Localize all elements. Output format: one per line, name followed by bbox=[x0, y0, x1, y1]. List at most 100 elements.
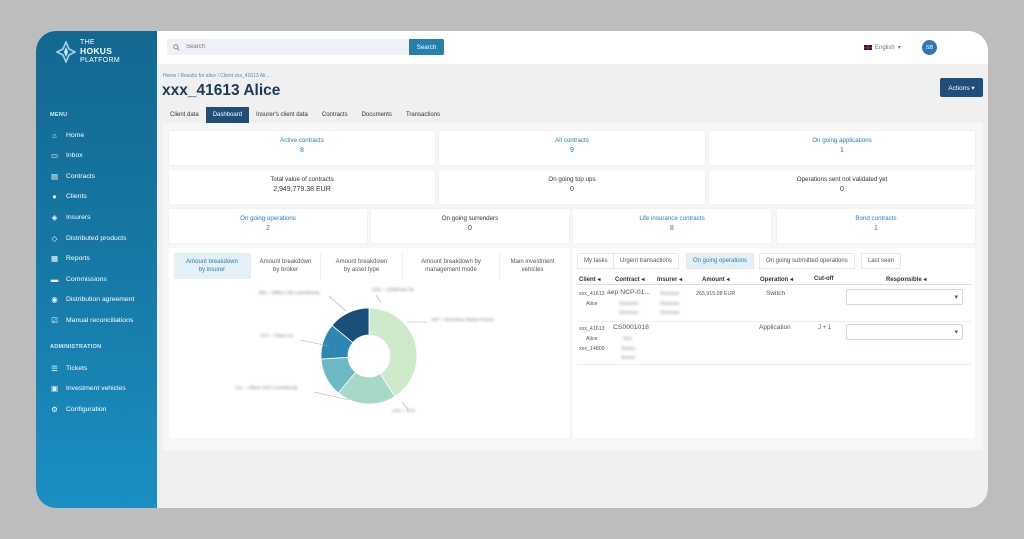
responsible-select[interactable] bbox=[846, 324, 963, 340]
responsible-select[interactable] bbox=[846, 289, 963, 305]
tab-breakdown-asset-type[interactable]: Amount breakdown by asset type bbox=[321, 253, 403, 279]
column-header-contract[interactable]: Contract ◂ bbox=[615, 276, 644, 283]
chart-label: BKL – Bbbnn Kik Luxembourg bbox=[259, 290, 320, 295]
file-icon: ▦ bbox=[50, 253, 59, 263]
ongoing-operations-card[interactable]: On going operations 2 bbox=[169, 209, 367, 243]
actions-button[interactable]: Actions ▾ bbox=[940, 78, 983, 97]
stat-value: 1 bbox=[840, 147, 844, 154]
tab-breakdown-broker[interactable]: Amount breakdown by broker bbox=[251, 253, 321, 279]
column-label: Responsible bbox=[886, 277, 922, 283]
column-header-client[interactable]: Client ◂ bbox=[579, 276, 600, 283]
sidebar-item-inbox[interactable]: ▭ Inbox bbox=[50, 148, 153, 162]
donut-slice-4[interactable] bbox=[331, 307, 370, 344]
tab-dashboard[interactable]: Dashboard bbox=[205, 107, 250, 123]
uk-flag-icon bbox=[864, 45, 872, 50]
sidebar-item-contracts[interactable]: ▤ Contracts bbox=[50, 169, 153, 183]
label-leader-0 bbox=[375, 294, 382, 304]
comment-icon: ◉ bbox=[51, 294, 58, 304]
logo-line2: HOKUS bbox=[80, 46, 113, 56]
chart-label: SSG – CbWPrest Sk bbox=[372, 287, 414, 292]
stat-value: 9 bbox=[570, 147, 574, 154]
cell-amount: 265,915.08 EUR bbox=[696, 291, 736, 297]
breadcrumb-home[interactable]: Home bbox=[163, 73, 177, 79]
stat-label: Active contracts bbox=[280, 137, 324, 144]
tab-line: by insurer bbox=[198, 267, 226, 273]
language-selector[interactable]: English ▾ bbox=[864, 44, 901, 51]
active-contracts-card[interactable]: Active contracts 8 bbox=[169, 131, 435, 165]
divider bbox=[577, 321, 971, 322]
sidebar-item-clients[interactable]: ● Clients bbox=[50, 189, 153, 203]
tab-last-seen[interactable]: Last seen bbox=[861, 253, 902, 269]
ongoing-applications-card[interactable]: On going applications 1 bbox=[709, 131, 975, 165]
breadcrumb-results[interactable]: Results for alice bbox=[180, 73, 217, 79]
search-input[interactable] bbox=[186, 44, 386, 50]
logo-line1: THE bbox=[80, 39, 95, 46]
logo-icon bbox=[56, 41, 76, 63]
sort-icon: ◂ bbox=[597, 277, 601, 283]
stat-value: 8 bbox=[300, 147, 304, 154]
search-button[interactable]: Search bbox=[409, 39, 444, 55]
sort-icon: ◂ bbox=[790, 277, 794, 283]
column-header-amount[interactable]: Amount ◂ bbox=[702, 276, 729, 283]
bond-contracts-card[interactable]: Bond contracts 1 bbox=[777, 209, 975, 243]
tab-main-investment-vehicles[interactable]: Main investment vehicles bbox=[500, 253, 565, 279]
life-insurance-contracts-card[interactable]: Life insurance contracts 8 bbox=[573, 209, 771, 243]
column-header-operation[interactable]: Operation ◂ bbox=[760, 276, 793, 283]
tab-line: Amount breakdown by bbox=[421, 259, 481, 265]
home-icon: ⌂ bbox=[52, 130, 57, 140]
tab-client-data[interactable]: Client data bbox=[170, 112, 199, 118]
label-leader-4 bbox=[299, 339, 330, 347]
sidebar-item-label: Inbox bbox=[66, 151, 83, 159]
contract-link[interactable]: aep NCP-01... bbox=[607, 289, 651, 296]
sidebar-item-home[interactable]: ⌂ Home bbox=[50, 128, 153, 142]
sidebar-item-insurers[interactable]: ◈ Insurers bbox=[50, 210, 153, 224]
inbox-icon: ▭ bbox=[50, 150, 59, 160]
actions-label: Actions bbox=[948, 84, 970, 92]
money-icon: ▬ bbox=[50, 274, 59, 284]
tab-contracts[interactable]: Contracts bbox=[321, 112, 348, 118]
tab-urgent-transactions[interactable]: Urgent transactions bbox=[613, 253, 680, 269]
sidebar-item-configuration[interactable]: ⚙ Configuration bbox=[50, 402, 153, 416]
tab-transactions[interactable]: Transactions bbox=[405, 112, 441, 118]
cube-icon: ◇ bbox=[51, 233, 58, 243]
sidebar-item-distributed-products[interactable]: ◇ Distributed products bbox=[50, 231, 153, 245]
tab-documents[interactable]: Documents bbox=[361, 112, 392, 118]
column-label: Operation bbox=[760, 277, 789, 283]
column-header-responsible[interactable]: Responsible ◂ bbox=[886, 276, 926, 283]
tab-insurers-client-data[interactable]: Insurer's client data bbox=[256, 112, 308, 118]
sidebar-item-investment-vehicles[interactable]: ▣ Investment vehicles bbox=[50, 381, 153, 395]
tab-ongoing-submitted-operations[interactable]: On going submitted operations bbox=[759, 253, 855, 269]
contract-link[interactable]: CS0001018 bbox=[613, 324, 649, 331]
sort-icon: ◂ bbox=[679, 277, 683, 283]
sidebar: THE HOKUS PLATFORM MENU ⌂ Home ▭ Inbox ▤ Co… bbox=[36, 31, 157, 508]
operation-link[interactable]: Switch bbox=[766, 290, 786, 297]
stat-value: 1 bbox=[874, 225, 878, 232]
column-header-insurer[interactable]: Insurer ◂ bbox=[657, 276, 682, 283]
all-contracts-card[interactable]: All contracts 9 bbox=[439, 131, 705, 165]
chart-label: ACT – Cibiun Xx bbox=[260, 333, 294, 338]
tab-breakdown-insurer[interactable]: Amount breakdown by insurer bbox=[174, 253, 251, 279]
sidebar-item-tickets[interactable]: ☰ Tickets bbox=[50, 361, 153, 375]
avatar[interactable]: SB bbox=[922, 40, 937, 55]
admin-header: ADMINISTRATION bbox=[50, 344, 102, 350]
divider bbox=[577, 364, 971, 365]
logo[interactable]: THE HOKUS PLATFORM bbox=[56, 39, 120, 65]
topbar: Search English ▾ SB bbox=[157, 31, 988, 64]
tab-ongoing-operations[interactable]: On going operations bbox=[686, 253, 755, 269]
tab-my-tasks[interactable]: My tasks bbox=[577, 253, 615, 269]
sidebar-item-commissions[interactable]: ▬ Commissions bbox=[50, 272, 153, 286]
sidebar-item-manual-reconciliations[interactable]: ☑ Manual reconciliations bbox=[50, 313, 153, 327]
tab-breakdown-management-mode[interactable]: Amount breakdown by management mode bbox=[403, 253, 500, 279]
cell-contract-sub: Xxxxx bbox=[621, 346, 636, 352]
clipboard-icon: ▤ bbox=[50, 171, 59, 181]
sort-icon: ◂ bbox=[726, 277, 730, 283]
sidebar-item-label: Clients bbox=[66, 192, 87, 200]
check-square-icon: ☑ bbox=[51, 315, 58, 325]
sidebar-item-label: Configuration bbox=[66, 405, 107, 413]
donut-chart bbox=[299, 294, 427, 410]
label-leader-3 bbox=[313, 391, 350, 401]
sidebar-item-reports[interactable]: ▦ Reports bbox=[50, 251, 153, 265]
stat-label: On going top ups bbox=[548, 176, 596, 183]
operation-link[interactable]: Application bbox=[759, 324, 791, 331]
sidebar-item-distribution-agreement[interactable]: ◉ Distribution agreement bbox=[50, 292, 153, 306]
